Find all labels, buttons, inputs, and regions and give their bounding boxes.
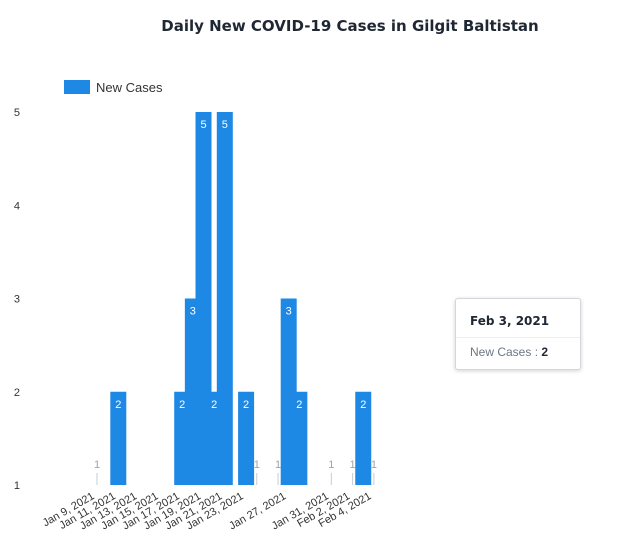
tooltip-value-line: New Cases : 2 [470, 345, 548, 359]
bars: 1 2 2 3 5 2 5 2 1 1 3 2 1 1 2 1 [94, 112, 377, 485]
tooltip-date: Feb 3, 2021 [470, 314, 550, 328]
data-label: 1 [328, 459, 334, 471]
y-tick-label: 3 [14, 294, 20, 306]
bar[interactable] [238, 391, 255, 485]
bar[interactable] [355, 391, 372, 485]
legend-label: New Cases [96, 80, 163, 95]
data-label: 2 [360, 399, 366, 411]
y-axis: 1 2 3 4 5 [14, 107, 20, 492]
tooltip-value: 2 [541, 345, 549, 359]
legend-swatch [64, 80, 90, 94]
data-label: 3 [286, 306, 292, 318]
data-label: 5 [222, 119, 228, 131]
data-label: 2 [115, 399, 121, 411]
data-label: 2 [211, 399, 217, 411]
data-label: 2 [296, 399, 302, 411]
data-label: 1 [350, 459, 356, 471]
data-label: 3 [190, 306, 196, 318]
tooltip-divider [456, 337, 580, 338]
tooltip-label: New Cases : [470, 345, 542, 359]
y-tick-label: 2 [14, 387, 20, 399]
y-tick-label: 5 [14, 107, 20, 119]
data-label: 1 [94, 459, 100, 471]
tooltip: Feb 3, 2021 New Cases : 2 [455, 298, 581, 370]
bar[interactable] [291, 391, 308, 485]
legend[interactable]: New Cases [64, 80, 163, 95]
data-label: 2 [243, 399, 249, 411]
bar[interactable] [216, 112, 233, 485]
data-label: 2 [179, 399, 185, 411]
data-label: 1 [275, 459, 281, 471]
chart-title: Daily New COVID-19 Cases in Gilgit Balti… [161, 17, 538, 35]
bar[interactable] [110, 391, 127, 485]
y-tick-label: 4 [14, 200, 20, 212]
data-label: 1 [254, 459, 260, 471]
data-label: 5 [200, 119, 206, 131]
y-tick-label: 1 [14, 480, 20, 492]
data-label: 1 [371, 459, 377, 471]
